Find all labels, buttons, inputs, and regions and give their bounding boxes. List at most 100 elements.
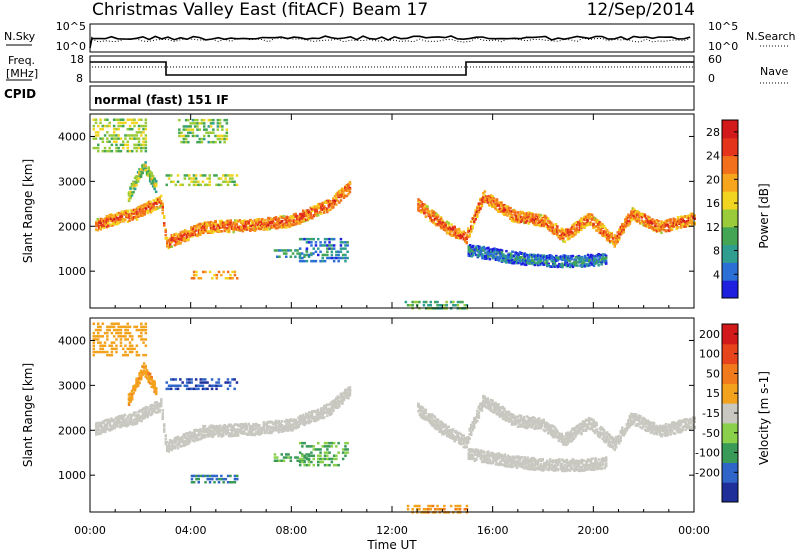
power-cell xyxy=(112,140,116,143)
power-cell xyxy=(212,122,215,125)
velocity-cell xyxy=(268,431,272,435)
power-cell xyxy=(667,229,671,232)
power-cell xyxy=(279,225,282,228)
velocity-cell xyxy=(149,407,152,411)
velocity-cell xyxy=(95,433,98,436)
power-cell xyxy=(255,218,258,222)
noise-sky-trace xyxy=(89,35,691,49)
power-cell xyxy=(648,216,651,219)
power-cell xyxy=(133,137,136,140)
velocity-cell xyxy=(208,434,211,438)
velocity-cell xyxy=(246,432,249,436)
power-cell xyxy=(476,210,479,214)
power-cell xyxy=(309,211,312,214)
power-band-2 xyxy=(467,244,608,269)
power-cell xyxy=(214,228,217,231)
power-cell xyxy=(307,241,311,244)
power-cell xyxy=(646,225,650,228)
power-cell xyxy=(94,118,98,121)
power-cell xyxy=(267,220,270,224)
power-cell xyxy=(307,237,311,241)
power-cell xyxy=(486,198,490,202)
power-cell xyxy=(283,222,287,225)
power-cell xyxy=(605,235,609,238)
power-cell xyxy=(181,183,184,187)
power-cell xyxy=(310,253,313,257)
power-cell xyxy=(277,222,281,226)
power-cell xyxy=(568,233,571,237)
velocity-cell xyxy=(129,420,133,424)
power-cell xyxy=(493,256,496,259)
power-cell xyxy=(144,146,148,150)
power-cell xyxy=(215,228,219,231)
power-cell xyxy=(639,221,642,225)
power-cell xyxy=(133,184,137,187)
velocity-cell xyxy=(314,410,317,413)
power-cell xyxy=(204,270,207,274)
power-cell xyxy=(474,214,477,217)
power-cell xyxy=(512,220,515,223)
velocity-cell xyxy=(246,424,249,428)
power-cell xyxy=(282,222,285,225)
power-cell xyxy=(542,219,545,222)
power-cell xyxy=(515,215,518,218)
power-cell xyxy=(200,140,204,144)
power-cell xyxy=(592,224,595,227)
power-cell xyxy=(481,249,484,252)
velocity-cell xyxy=(123,420,127,423)
power-cell xyxy=(587,215,591,219)
power-cell xyxy=(580,219,583,223)
velocity-cell xyxy=(200,434,204,437)
power-cell xyxy=(515,220,518,223)
power-cell xyxy=(131,149,134,153)
power-cell xyxy=(512,210,515,213)
power-cell xyxy=(101,218,104,222)
velocity-cell xyxy=(234,429,237,433)
power-cell xyxy=(218,222,222,226)
power-cell xyxy=(326,253,329,257)
power-cell xyxy=(520,256,523,259)
velocity-cell xyxy=(267,431,270,435)
velocity-cell xyxy=(255,422,258,426)
date-label: 12/Sep/2014 xyxy=(587,0,695,20)
power-cell xyxy=(438,218,441,222)
power-cell xyxy=(129,213,133,216)
power-cell xyxy=(142,163,146,167)
power-cell xyxy=(337,253,340,257)
power-cell xyxy=(542,223,545,226)
power-cell xyxy=(320,206,323,209)
power-cell xyxy=(441,226,444,230)
power-cell xyxy=(469,244,472,247)
power-cell xyxy=(471,226,474,229)
power-cell xyxy=(225,134,229,138)
power-cell xyxy=(116,216,119,220)
velocity-cell xyxy=(202,426,205,429)
power-cell xyxy=(436,215,440,218)
power-cell xyxy=(601,223,604,226)
power-cell xyxy=(488,248,492,251)
power-cell xyxy=(128,213,131,216)
power-cell xyxy=(228,177,232,180)
power-cell xyxy=(338,195,341,199)
power-cell xyxy=(689,213,692,216)
power-cell xyxy=(332,237,336,241)
power-cell xyxy=(229,225,232,229)
power-cell xyxy=(511,254,514,257)
power-cell xyxy=(199,226,202,229)
power-cell xyxy=(312,205,315,208)
power-cell xyxy=(637,217,641,221)
velocity-cell xyxy=(262,421,266,424)
velocity-cell xyxy=(104,426,107,429)
velocity-cell xyxy=(217,428,220,431)
power-cell xyxy=(435,218,438,221)
power-cell xyxy=(474,208,477,212)
colorbar-segment xyxy=(722,209,738,228)
power-cell xyxy=(192,180,196,183)
power-cell xyxy=(467,235,470,239)
power-cell xyxy=(227,227,231,231)
power-cell xyxy=(568,237,571,240)
velocity-cell xyxy=(202,434,205,437)
power-cell xyxy=(155,199,158,202)
power-cell xyxy=(341,194,344,197)
power-cell xyxy=(187,118,190,122)
